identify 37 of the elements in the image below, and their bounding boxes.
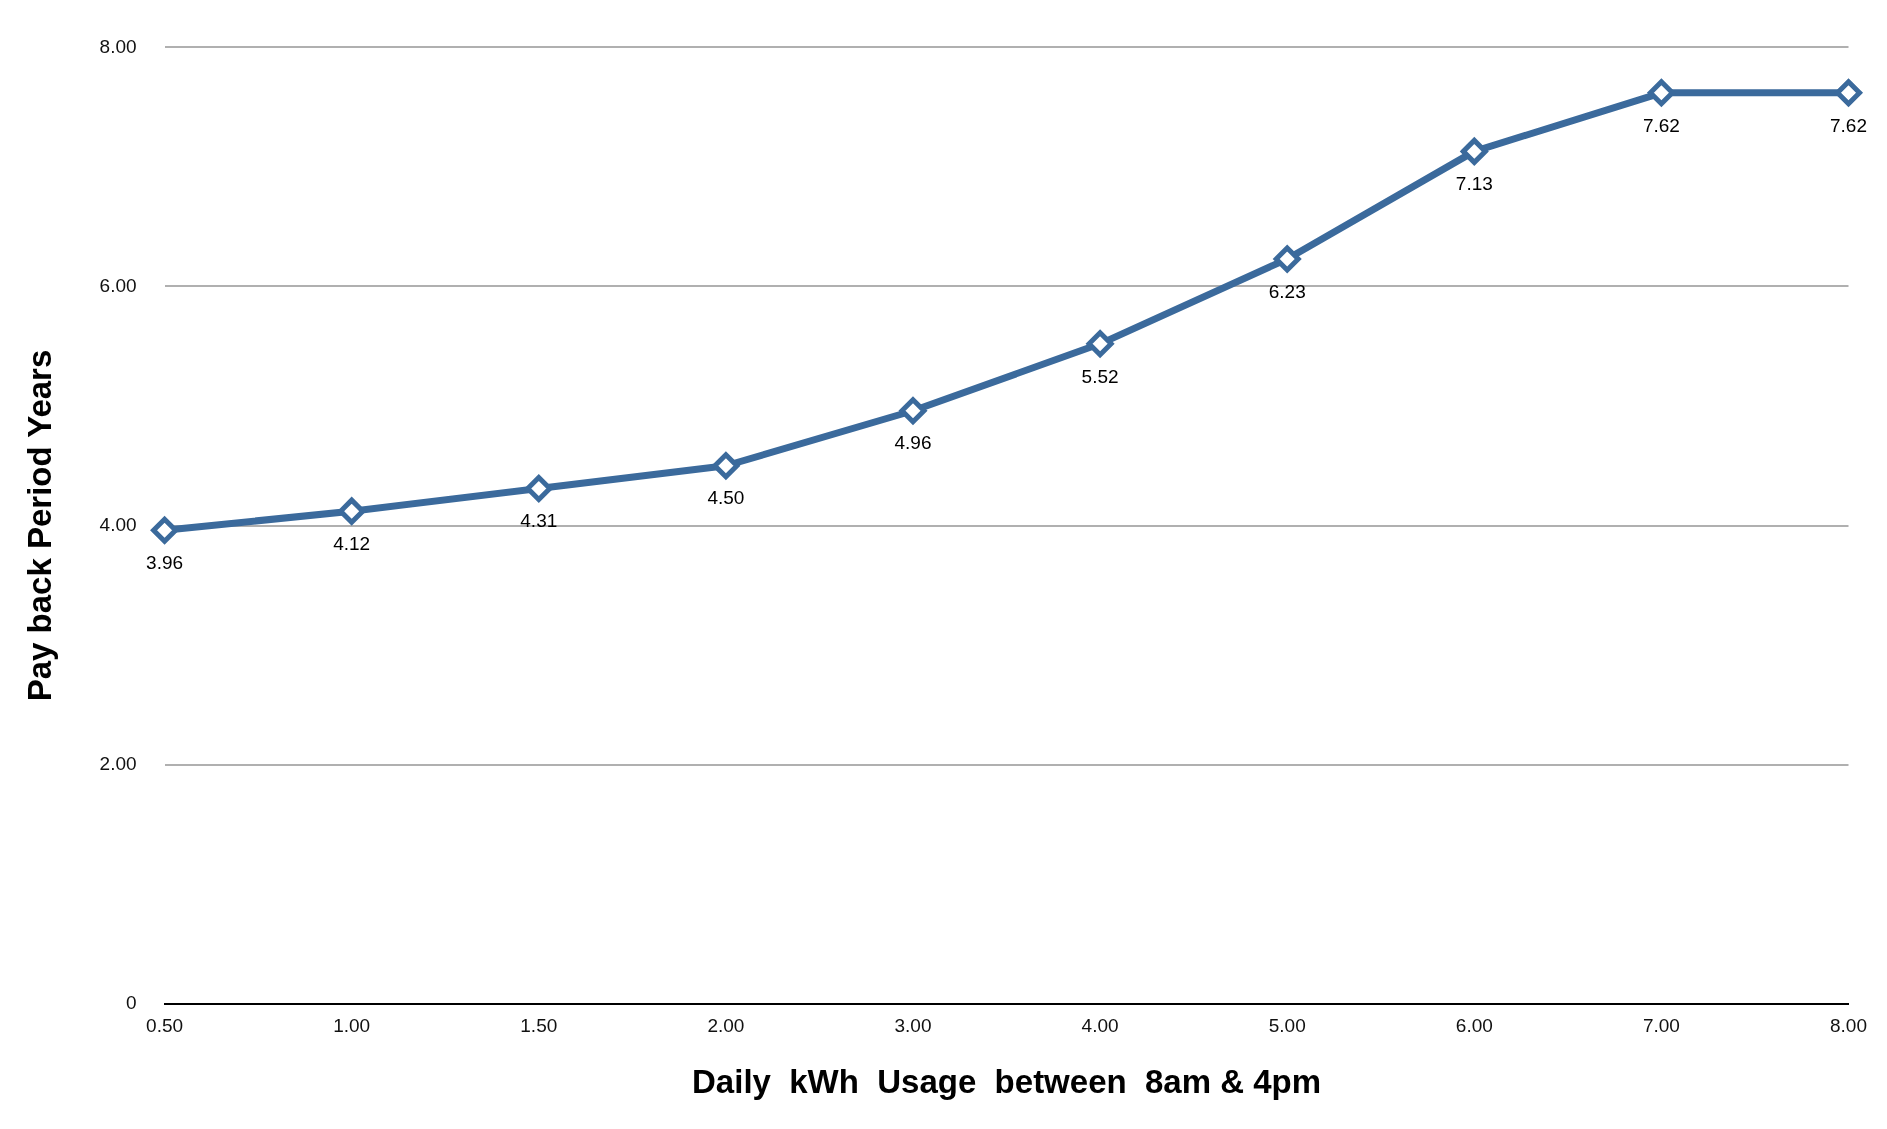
data-label: 6.23 bbox=[1268, 280, 1306, 302]
point bbox=[1086, 330, 1114, 358]
point bbox=[338, 497, 366, 525]
data-label: 4.50 bbox=[707, 487, 745, 509]
x-tick-label: 1.50 bbox=[520, 1015, 558, 1037]
point bbox=[1647, 79, 1675, 107]
x-tick-label: 5.00 bbox=[1268, 1015, 1306, 1037]
x-tick-label: 0.50 bbox=[146, 1015, 184, 1037]
data-label: 7.13 bbox=[1455, 173, 1493, 195]
point bbox=[151, 516, 179, 544]
x-tick-label: 7.00 bbox=[1642, 1015, 1680, 1037]
x-tick-label: 4.00 bbox=[1081, 1015, 1119, 1037]
y-tick-label: 2.00 bbox=[99, 752, 137, 774]
y-tick-label: 0 bbox=[126, 991, 137, 1013]
x-tick-label: 8.00 bbox=[1830, 1015, 1867, 1037]
data-label: 3.96 bbox=[146, 552, 184, 574]
data-label: 4.31 bbox=[520, 510, 558, 532]
y-axis-title: Pay back Period Years bbox=[20, 349, 58, 702]
y-tick-label: 6.00 bbox=[99, 274, 137, 296]
point bbox=[899, 397, 927, 425]
data-label: 7.62 bbox=[1830, 114, 1867, 136]
point bbox=[1835, 79, 1863, 107]
point bbox=[712, 452, 740, 480]
x-tick-label: 2.00 bbox=[707, 1015, 745, 1037]
data-label: 4.12 bbox=[333, 532, 371, 554]
point bbox=[1273, 245, 1301, 273]
point bbox=[1460, 137, 1488, 165]
y-tick-label: 4.00 bbox=[99, 513, 137, 535]
x-tick-label: 1.00 bbox=[333, 1015, 371, 1037]
data-label: 4.96 bbox=[894, 432, 932, 454]
data-label: 7.62 bbox=[1642, 114, 1680, 136]
x-tick-label: 3.00 bbox=[894, 1015, 932, 1037]
x-axis-title: Daily kWh Usage between 8am & 4pm bbox=[692, 1063, 1322, 1101]
data-label: 5.52 bbox=[1081, 365, 1119, 387]
x-tick-label: 6.00 bbox=[1455, 1015, 1493, 1037]
point bbox=[525, 474, 553, 502]
y-tick-label: 8.00 bbox=[99, 35, 137, 57]
